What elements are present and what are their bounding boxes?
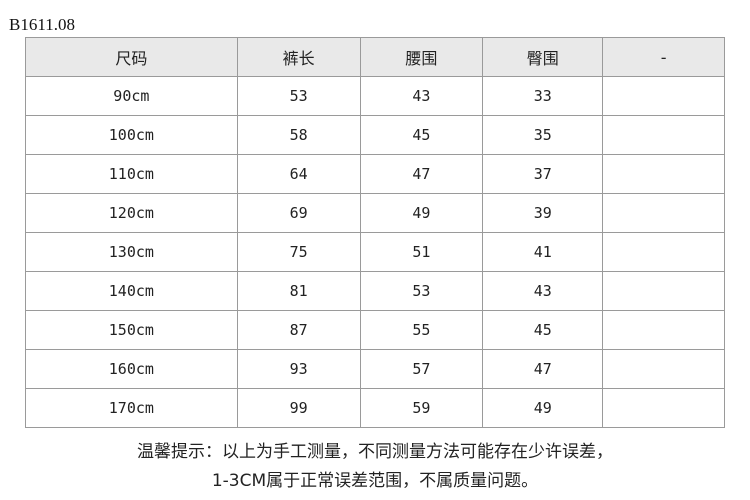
cell-hip: 43 — [482, 271, 604, 311]
cell-pants-length: 81 — [236, 271, 361, 311]
cell-waist: 53 — [359, 271, 484, 311]
cell-pants-length: 58 — [236, 115, 361, 155]
cell-hip: 47 — [482, 349, 604, 389]
cell-blank — [602, 232, 725, 272]
cell-hip: 41 — [482, 232, 604, 272]
cell-pants-length: 93 — [236, 349, 361, 389]
cell-blank — [602, 310, 725, 350]
cell-pants-length: 53 — [236, 76, 361, 116]
cell-size: 120cm — [25, 193, 238, 233]
table-row: 160cm 93 57 47 — [25, 349, 725, 389]
cell-blank — [602, 349, 725, 389]
cell-waist: 57 — [359, 349, 484, 389]
table-row: 140cm 81 53 43 — [25, 271, 725, 311]
cell-pants-length: 64 — [236, 154, 361, 194]
note-line-1: 温馨提示：以上为手工测量，不同测量方法可能存在少许误差， — [137, 442, 613, 462]
cell-size: 110cm — [25, 154, 238, 194]
cell-size: 90cm — [25, 76, 238, 116]
cell-hip: 45 — [482, 310, 604, 350]
cell-pants-length: 87 — [236, 310, 361, 350]
header-pants-length: 裤长 — [236, 37, 361, 77]
header-waist: 腰围 — [359, 37, 484, 77]
cell-waist: 51 — [359, 232, 484, 272]
table-row: 100cm 58 45 35 — [25, 115, 725, 155]
cell-hip: 37 — [482, 154, 604, 194]
cell-pants-length: 99 — [236, 388, 361, 428]
table-row: 150cm 87 55 45 — [25, 310, 725, 350]
table-row: 120cm 69 49 39 — [25, 193, 725, 233]
cell-waist: 47 — [359, 154, 484, 194]
table-body: 90cm 53 43 33 100cm 58 45 35 110cm 64 47 37 120cm 69 4… — [25, 76, 725, 428]
cell-blank — [602, 388, 725, 428]
cell-blank — [602, 154, 725, 194]
cell-size: 170cm — [25, 388, 238, 428]
cell-hip: 49 — [482, 388, 604, 428]
header-size: 尺码 — [25, 37, 238, 77]
cell-hip: 39 — [482, 193, 604, 233]
cell-pants-length: 69 — [236, 193, 361, 233]
cell-size: 140cm — [25, 271, 238, 311]
cell-hip: 33 — [482, 76, 604, 116]
table-row: 130cm 75 51 41 — [25, 232, 725, 272]
table-header-row: 尺码 裤长 腰围 臀围 - — [25, 37, 725, 77]
cell-size: 150cm — [25, 310, 238, 350]
cell-pants-length: 75 — [236, 232, 361, 272]
cell-waist: 45 — [359, 115, 484, 155]
header-blank: - — [602, 37, 725, 77]
cell-waist: 49 — [359, 193, 484, 233]
cell-blank — [602, 193, 725, 233]
cell-size: 160cm — [25, 349, 238, 389]
cell-waist: 43 — [359, 76, 484, 116]
size-chart-table: 尺码 裤长 腰围 臀围 - 90cm 53 43 33 100cm 58 45 35 110cm… — [25, 37, 725, 428]
cell-blank — [602, 271, 725, 311]
table-row: 170cm 99 59 49 — [25, 388, 725, 428]
cell-blank — [602, 76, 725, 116]
cell-hip: 35 — [482, 115, 604, 155]
table-row: 90cm 53 43 33 — [25, 76, 725, 116]
cell-waist: 55 — [359, 310, 484, 350]
cell-size: 100cm — [25, 115, 238, 155]
cell-blank — [602, 115, 725, 155]
cell-size: 130cm — [25, 232, 238, 272]
note-line-2: 1-3CM属于正常误差范围，不属质量问题。 — [211, 471, 539, 491]
table-row: 110cm 64 47 37 — [25, 154, 725, 194]
header-hip: 臀围 — [482, 37, 604, 77]
product-code: B1611.08 — [9, 15, 75, 34]
cell-waist: 59 — [359, 388, 484, 428]
